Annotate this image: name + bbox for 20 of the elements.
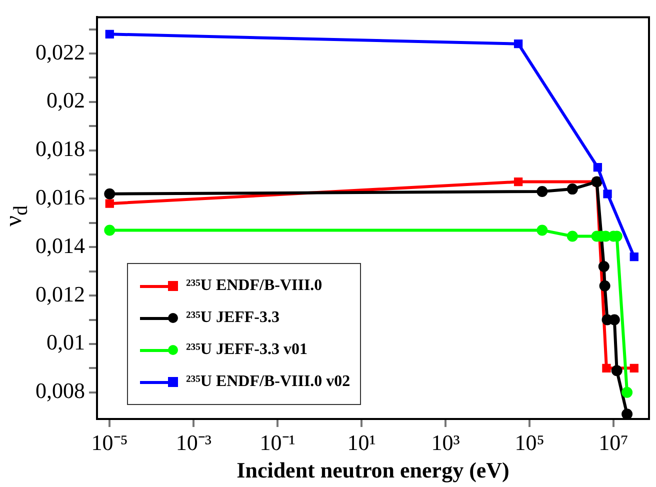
x-tick-label: 10⁻⁵: [91, 430, 128, 455]
x-tick-label: 10³: [431, 430, 460, 455]
x-tick-label: 10⁷: [598, 430, 628, 455]
x-tick-label: 10⁻¹: [260, 430, 296, 455]
legend-label: ²³⁵U ENDF/B-VIII.0: [186, 277, 322, 295]
y-tick-label: 0,012: [36, 281, 85, 306]
x-tick-label: 10¹: [347, 430, 376, 455]
y-tick-label: 0,02: [46, 88, 85, 113]
x-tick-label: 10⁻³: [176, 430, 212, 455]
y-tick-label: 0,014: [36, 232, 85, 258]
y-tick-label: 0,016: [36, 184, 85, 210]
legend-label: ²³⁵U JEFF-3.3: [186, 309, 280, 327]
y-tick-label: 0,018: [36, 136, 85, 162]
legend-label: ²³⁵U JEFF-3.3 v01: [186, 341, 308, 359]
y-tick-label: 0,01: [46, 330, 85, 355]
x-tick-label: 10⁵: [514, 430, 544, 455]
y-tick-label: 0,008: [36, 378, 85, 404]
legend-label: ²³⁵U ENDF/B-VIII.0 v02: [186, 373, 350, 391]
x-axis-title: Incident neutron energy (eV): [236, 458, 510, 483]
y-tick-label: 0,022: [36, 39, 85, 64]
